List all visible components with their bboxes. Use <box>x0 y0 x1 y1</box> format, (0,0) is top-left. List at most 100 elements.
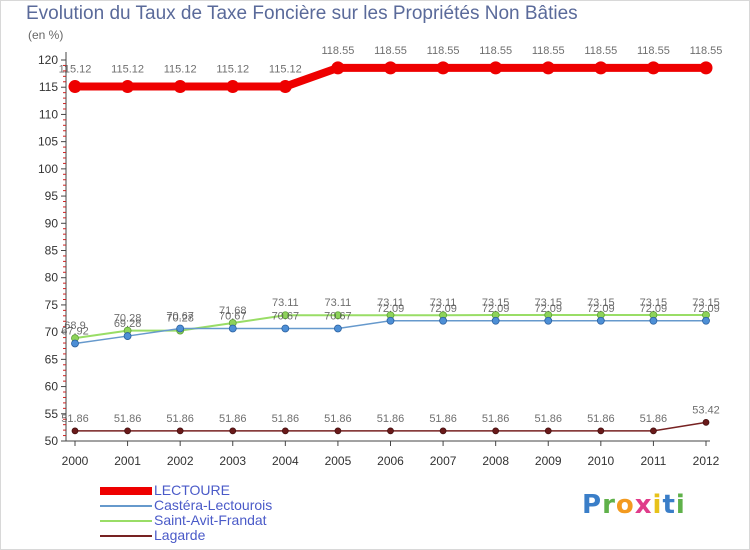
data-point-castera-lectourois <box>439 316 447 325</box>
data-point-castera-lectourois <box>71 339 79 348</box>
x-tick-label: 2009 <box>535 454 562 468</box>
logo-letter: i <box>652 490 663 520</box>
y-tick-label: 110 <box>39 107 58 121</box>
data-point-saint-avit-frandat <box>281 311 290 320</box>
data-point-lagarde <box>281 427 289 435</box>
data-point-castera-lectourois <box>544 316 553 325</box>
x-tick-label: 2001 <box>114 454 141 468</box>
data-label-saint-avit-frandat: 73.11 <box>377 297 404 309</box>
legend-label: Lagarde <box>154 527 206 543</box>
legend-swatch <box>100 487 152 495</box>
data-label-saint-avit-frandat: 71.68 <box>219 305 247 317</box>
data-label-lectoure: 118.55 <box>479 45 512 57</box>
y-tick-label: 50 <box>45 434 59 448</box>
data-point-castera-lectourois <box>176 324 185 333</box>
data-point-lectoure <box>699 61 713 75</box>
logo-letter: t <box>662 490 676 520</box>
x-tick-label: 2011 <box>641 454 667 468</box>
data-point-castera-lectourois <box>702 316 710 325</box>
data-label-saint-avit-frandat: 70.28 <box>166 313 194 325</box>
data-label-lectoure: 115.12 <box>111 64 144 76</box>
data-label-lectoure: 115.12 <box>59 64 92 76</box>
data-label-lectoure: 118.55 <box>374 45 407 57</box>
legend-swatch <box>100 520 152 522</box>
data-label-lagarde: 51.86 <box>429 413 457 425</box>
data-point-lectoure <box>646 61 660 75</box>
data-label-lectoure: 118.55 <box>690 45 723 57</box>
legend-swatch <box>100 535 152 537</box>
data-label-saint-avit-frandat: 73.15 <box>482 297 510 309</box>
data-point-lectoure <box>68 80 82 94</box>
data-label-castera-lectourois: 67.92 <box>61 325 89 337</box>
data-label-lagarde: 51.86 <box>587 413 615 425</box>
data-label-castera-lectourois: 72.09 <box>482 303 510 315</box>
data-label-castera-lectourois: 72.09 <box>429 303 457 315</box>
x-tick-label: 2002 <box>167 454 194 468</box>
x-tick-label: 2010 <box>587 454 614 468</box>
data-label-lectoure: 115.12 <box>164 64 197 76</box>
data-point-lectoure <box>489 61 503 75</box>
data-label-saint-avit-frandat: 70.28 <box>114 313 142 325</box>
data-label-castera-lectourois: 70.67 <box>219 310 247 322</box>
y-tick-label: 80 <box>45 271 59 285</box>
data-point-lagarde <box>492 427 500 435</box>
x-tick-label: 2005 <box>325 454 352 468</box>
data-label-saint-avit-frandat: 73.15 <box>587 297 615 309</box>
data-point-lagarde <box>544 427 552 435</box>
data-label-castera-lectourois: 70.67 <box>166 310 194 322</box>
data-point-lectoure <box>121 80 135 94</box>
data-label-saint-avit-frandat: 73.15 <box>692 297 720 309</box>
data-point-lectoure <box>173 80 187 94</box>
data-point-lagarde <box>650 427 657 435</box>
data-point-lectoure <box>384 61 397 75</box>
logo-letter: o <box>615 490 635 520</box>
data-label-castera-lectourois: 69.28 <box>114 318 142 330</box>
data-point-lagarde <box>124 427 131 435</box>
data-label-lagarde: 51.86 <box>324 413 352 425</box>
data-label-castera-lectourois: 72.09 <box>692 303 720 315</box>
data-label-saint-avit-frandat: 68.9 <box>64 320 85 332</box>
logo-letter: r <box>602 490 616 520</box>
data-label-lagarde: 51.86 <box>272 413 300 425</box>
data-point-castera-lectourois <box>491 316 500 325</box>
y-tick-label: 55 <box>45 407 59 421</box>
data-point-castera-lectourois <box>386 316 395 325</box>
data-point-lagarde <box>597 427 605 435</box>
logo-letter: P <box>582 490 603 520</box>
y-tick-label: 95 <box>45 189 59 203</box>
data-label-saint-avit-frandat: 73.11 <box>272 297 299 309</box>
logo-letter: i <box>675 490 686 520</box>
data-label-castera-lectourois: 72.09 <box>534 303 562 315</box>
data-point-lectoure <box>331 61 345 75</box>
chart-unit-label: (en %) <box>28 28 64 42</box>
data-label-castera-lectourois: 72.09 <box>587 303 615 315</box>
data-point-castera-lectourois <box>281 324 290 333</box>
x-tick-label: 2012 <box>693 454 720 468</box>
data-point-lagarde <box>439 427 447 435</box>
data-point-castera-lectourois <box>596 316 605 325</box>
data-point-lectoure <box>278 80 292 94</box>
data-label-saint-avit-frandat: 73.11 <box>430 297 457 309</box>
data-label-lagarde: 51.86 <box>534 413 562 425</box>
data-label-castera-lectourois: 72.09 <box>640 303 668 315</box>
data-point-lagarde <box>334 427 342 435</box>
data-label-lagarde: 51.86 <box>166 413 194 425</box>
data-point-lectoure <box>226 80 240 94</box>
data-point-lagarde <box>71 427 79 435</box>
data-label-lagarde: 51.86 <box>482 413 510 425</box>
data-label-lagarde: 53.42 <box>692 404 720 416</box>
data-point-lectoure <box>594 61 608 75</box>
legend-label: LECTOURE <box>154 482 230 498</box>
data-label-saint-avit-frandat: 73.15 <box>640 297 668 309</box>
x-tick-label: 2003 <box>219 454 246 468</box>
x-tick-label: 2000 <box>62 454 89 468</box>
chart-title: Evolution du Taux de Taxe Foncière sur l… <box>26 3 578 24</box>
y-tick-label: 100 <box>38 162 58 176</box>
data-point-saint-avit-frandat <box>334 311 342 320</box>
data-label-lagarde: 51.86 <box>640 413 668 425</box>
data-point-castera-lectourois <box>334 324 342 333</box>
data-label-lagarde: 51.86 <box>114 413 142 425</box>
data-point-castera-lectourois <box>649 316 658 325</box>
data-label-lectoure: 118.55 <box>427 45 460 57</box>
